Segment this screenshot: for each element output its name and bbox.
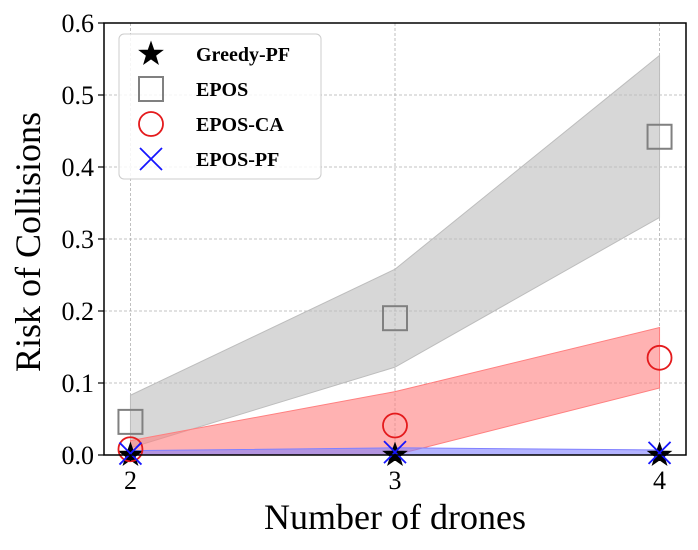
point-epos-ca-3 xyxy=(382,412,408,439)
legend-marker-epos xyxy=(138,76,164,102)
data-markers xyxy=(117,123,673,466)
y-tick-label-5: 0.5 xyxy=(62,81,95,110)
x-tick-label-0: 2 xyxy=(124,466,137,495)
y-tick-label-4: 0.4 xyxy=(62,153,95,182)
point-epos-2 xyxy=(117,408,144,435)
legend-marker-greedy-pf xyxy=(138,40,164,65)
x-tick-label-2: 4 xyxy=(653,466,666,495)
point-epos-pf-3-stroke-b xyxy=(383,440,407,464)
y-tick-label-3: 0.3 xyxy=(62,225,95,254)
point-epos-4 xyxy=(646,123,673,150)
legend-label-epos: EPOS xyxy=(196,79,248,101)
y-axis-title: Risk of Collisions xyxy=(8,112,48,372)
point-epos-pf-2-stroke-b xyxy=(118,441,143,466)
point-epos-pf-4-stroke-b xyxy=(647,441,672,465)
legend-marker-epos-pf-stroke-b xyxy=(139,147,163,171)
y-tick-label-0: 0.0 xyxy=(62,441,95,470)
legend-box xyxy=(118,33,322,180)
legend-label-epos-ca: EPOS-CA xyxy=(196,114,284,136)
point-epos-pf-2 xyxy=(118,441,143,466)
point-epos-ca-2 xyxy=(117,436,144,463)
legend-label-greedy-pf: Greedy-PF xyxy=(196,44,290,66)
legend-marker-epos-ca xyxy=(138,111,164,137)
axis-ticks: 0.0 0.1 0.2 0.3 0.4 0.5 0.6 2 3 4 xyxy=(62,9,667,495)
y-tick-label-2: 0.2 xyxy=(62,297,95,326)
x-tick-label-1: 3 xyxy=(389,466,402,495)
legend-label-epos-pf: EPOS-PF xyxy=(196,149,279,171)
y-tick-label-6: 0.6 xyxy=(62,9,95,38)
point-epos-pf-4 xyxy=(647,441,672,465)
y-tick-label-1: 0.1 xyxy=(62,369,95,398)
point-epos-pf-3 xyxy=(383,440,407,464)
legend: Greedy-PF EPOS EPOS-CA EPOS-PF xyxy=(118,33,322,180)
point-epos-ca-4 xyxy=(646,344,673,371)
legend-marker-epos-pf xyxy=(139,147,163,171)
band-epos-ca xyxy=(129,326,661,455)
point-epos-3 xyxy=(382,305,408,332)
x-axis-title: Number of drones xyxy=(264,497,526,537)
